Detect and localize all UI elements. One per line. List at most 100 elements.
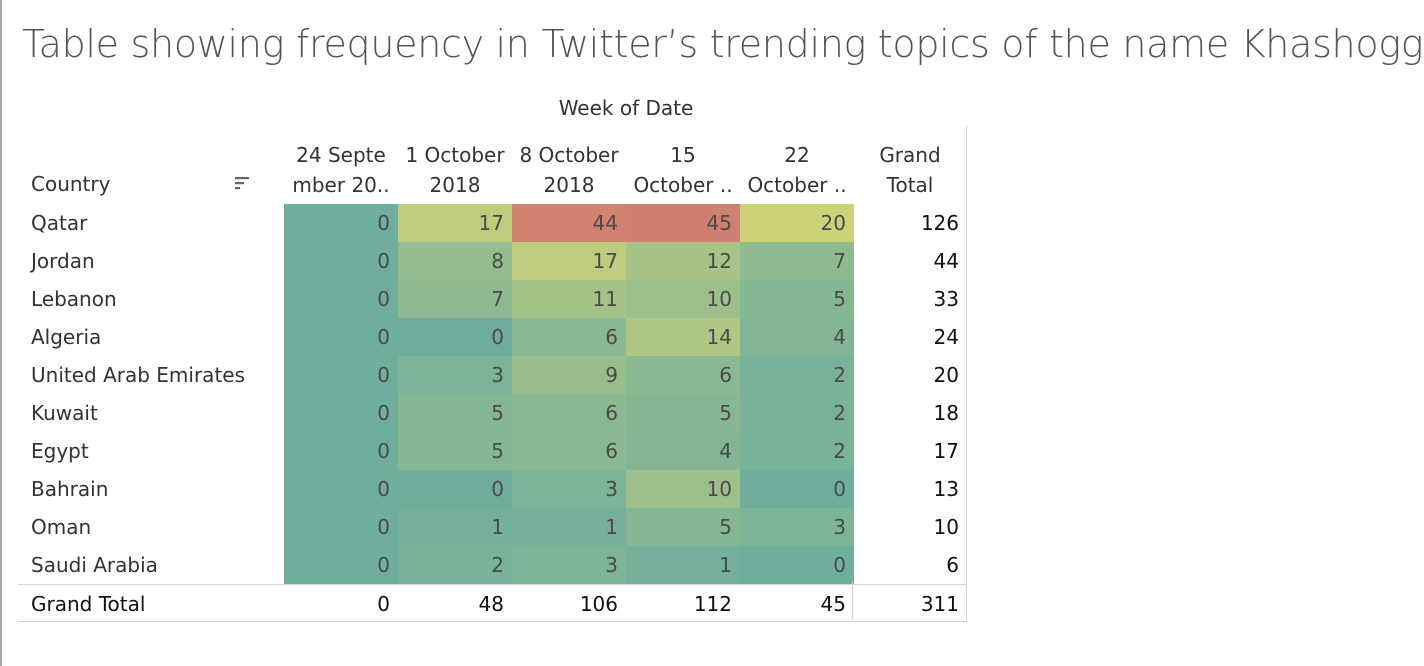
heatmap-cell: 6 — [512, 394, 626, 432]
heatmap-cell: 8 — [398, 242, 512, 280]
heatmap-cell: 3 — [512, 470, 626, 508]
heatmap-cell: 0 — [284, 432, 398, 470]
row-label-country: Oman — [31, 515, 92, 539]
grand-total-cell: 48 — [478, 592, 504, 616]
grand-total-cell: 106 — [579, 592, 618, 616]
heatmap-cell: 5 — [740, 280, 854, 318]
grand-total-row-divider — [852, 582, 853, 620]
heatmap-cell: 1 — [398, 508, 512, 546]
table-row: Jordan 0 8 17 12 7 44 — [18, 242, 967, 280]
country-column-header: Country — [31, 172, 111, 196]
grand-total-cell: 0 — [377, 592, 390, 616]
heatmap-cell: 7 — [740, 242, 854, 280]
heatmap-cell: 1 — [512, 508, 626, 546]
grand-total-cell: 45 — [820, 592, 846, 616]
heatmap-cell: 3 — [398, 356, 512, 394]
heatmap-cell: 0 — [284, 508, 398, 546]
grand-total-divider — [966, 126, 967, 620]
row-label-country: Qatar — [31, 211, 88, 235]
heatmap-cell: 9 — [512, 356, 626, 394]
heatmap-cell: 0 — [398, 470, 512, 508]
heatmap-cell: 3 — [740, 508, 854, 546]
heatmap-cell: 4 — [626, 432, 740, 470]
heatmap-cell: 6 — [512, 318, 626, 356]
heatmap-cell: 6 — [512, 432, 626, 470]
heatmap-cell: 5 — [626, 508, 740, 546]
table-row: Kuwait 0 5 6 5 2 18 — [18, 394, 967, 432]
table-row: Qatar 0 17 44 45 20 126 — [18, 204, 967, 242]
heatmap-cell: 0 — [284, 280, 398, 318]
heatmap-cell: 0 — [740, 470, 854, 508]
row-total-cell: 6 — [946, 553, 959, 577]
row-total-cell: 17 — [933, 439, 959, 463]
heatmap-cell: 0 — [740, 546, 854, 584]
heatmap-cell: 17 — [398, 204, 512, 242]
table-row: Oman 0 1 1 5 3 10 — [18, 508, 967, 546]
heatmap-cell: 1 — [626, 546, 740, 584]
table-row: Egypt 0 5 6 4 2 17 — [18, 432, 967, 470]
heatmap-cell: 0 — [284, 394, 398, 432]
heatmap-cell: 0 — [284, 356, 398, 394]
row-total-cell: 20 — [933, 363, 959, 387]
row-label-country: Bahrain — [31, 477, 109, 501]
grand-total-cell: 112 — [693, 592, 732, 616]
row-total-cell: 10 — [933, 515, 959, 539]
row-total-cell: 33 — [933, 287, 959, 311]
heatmap-cell: 14 — [626, 318, 740, 356]
heatmap-cell: 4 — [740, 318, 854, 356]
heatmap-cell: 0 — [284, 242, 398, 280]
row-total-cell: 126 — [920, 211, 959, 235]
table-row: United Arab Emirates 0 3 9 6 2 20 — [18, 356, 967, 394]
row-label-country: Saudi Arabia — [31, 553, 158, 577]
column-header-week-3: 8 October 2018 — [519, 143, 619, 197]
row-label-country: Egypt — [31, 439, 89, 463]
heatmap-cell: 5 — [626, 394, 740, 432]
row-label-country: Jordan — [31, 249, 95, 273]
heatmap-cell: 6 — [626, 356, 740, 394]
grand-total-label: Grand Total — [31, 592, 146, 616]
sort-descending-icon[interactable] — [235, 176, 253, 190]
row-total-cell: 44 — [933, 249, 959, 273]
column-group-label: Week of Date — [558, 96, 694, 120]
heatmap-cell: 0 — [284, 470, 398, 508]
table-row: Bahrain 0 0 3 10 0 13 — [18, 470, 967, 508]
overall-total-cell: 311 — [920, 592, 959, 616]
heatmap-cell: 7 — [398, 280, 512, 318]
heatmap-cell: 2 — [740, 356, 854, 394]
row-label-country: Kuwait — [31, 401, 98, 425]
heatmap-cell: 0 — [284, 318, 398, 356]
row-total-cell: 24 — [933, 325, 959, 349]
heatmap-cell: 3 — [512, 546, 626, 584]
table-row: Algeria 0 0 6 14 4 24 — [18, 318, 967, 356]
heatmap-cell: 12 — [626, 242, 740, 280]
column-header-week-4: 15 October .. — [633, 143, 733, 197]
column-header-week-2: 1 October 2018 — [405, 143, 505, 197]
heatmap-cell: 11 — [512, 280, 626, 318]
heatmap-cell: 5 — [398, 394, 512, 432]
table-body: Qatar 0 17 44 45 20 126 Jordan 0 8 17 12 7 44 Lebanon 0… — [18, 204, 967, 622]
heatmap-cell: 5 — [398, 432, 512, 470]
heatmap-cell: 2 — [740, 394, 854, 432]
column-header-grand-total: Grand Total — [879, 143, 941, 197]
heatmap-cell: 0 — [284, 546, 398, 584]
row-total-cell: 13 — [933, 477, 959, 501]
heatmap-cell: 17 — [512, 242, 626, 280]
column-header-week-1: 24 Septe mber 20.. — [292, 143, 390, 197]
row-label-country: United Arab Emirates — [31, 363, 246, 387]
heatmap-cell: 10 — [626, 280, 740, 318]
chart-title: Table showing frequency in Twitter’s tre… — [22, 22, 1424, 66]
heatmap-cell: 44 — [512, 204, 626, 242]
row-total-cell: 18 — [933, 401, 959, 425]
table-row: Saudi Arabia 0 2 3 1 0 6 — [18, 546, 967, 584]
heatmap-cell: 2 — [740, 432, 854, 470]
table-row: Lebanon 0 7 11 10 5 33 — [18, 280, 967, 318]
heatmap-cell: 0 — [284, 204, 398, 242]
frame-border — [0, 0, 2, 666]
heatmap-cell: 2 — [398, 546, 512, 584]
heatmap-cell: 10 — [626, 470, 740, 508]
row-label-country: Lebanon — [31, 287, 117, 311]
heatmap-cell: 0 — [398, 318, 512, 356]
grand-total-row: Grand Total 0 48 106 112 45 311 — [18, 584, 967, 622]
heatmap-cell: 45 — [626, 204, 740, 242]
column-header-week-5: 22 October .. — [747, 143, 847, 197]
